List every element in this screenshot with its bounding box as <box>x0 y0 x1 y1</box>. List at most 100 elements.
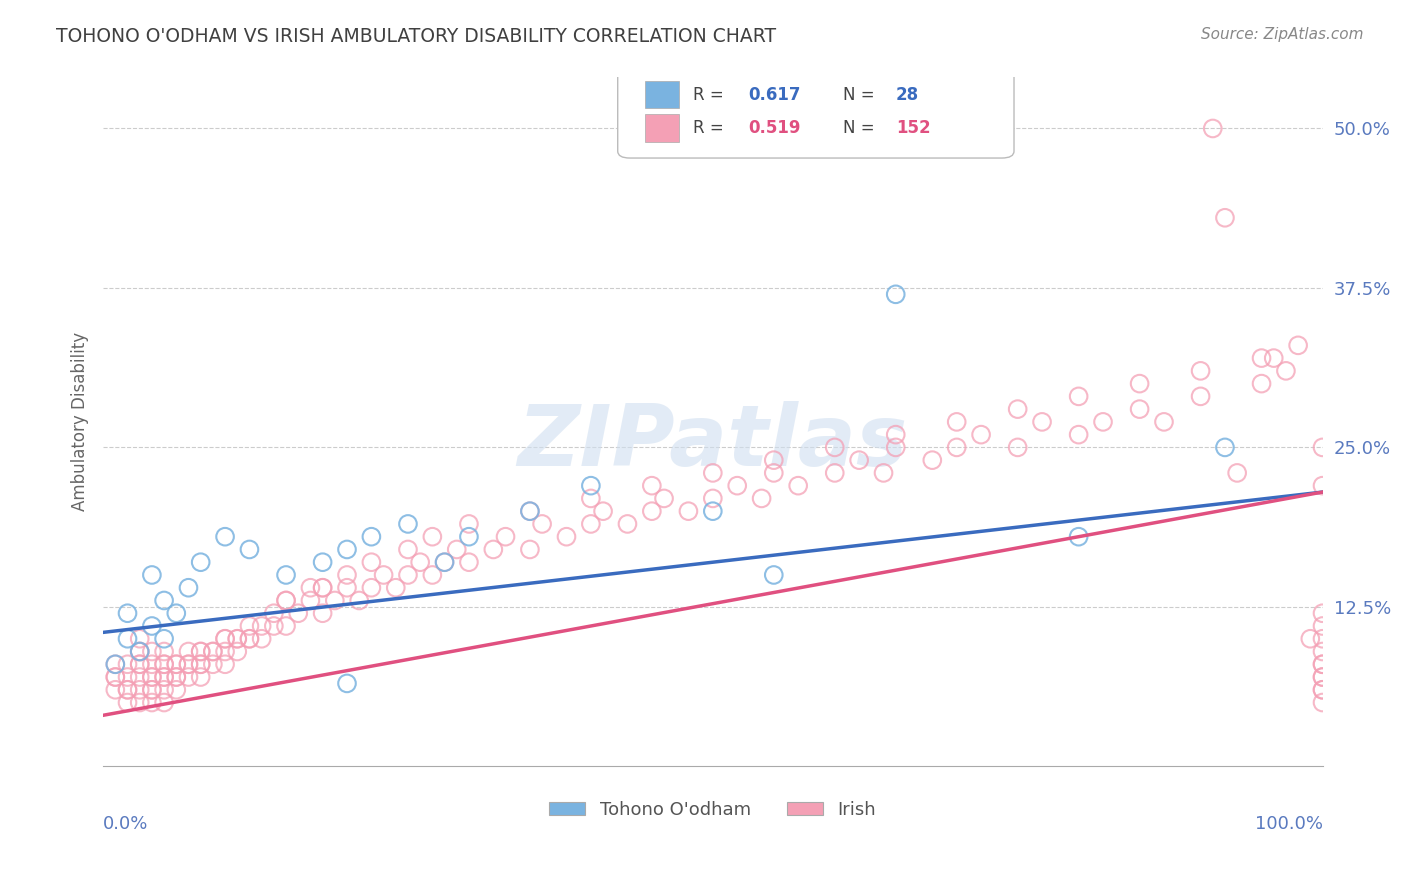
Text: Source: ZipAtlas.com: Source: ZipAtlas.com <box>1201 27 1364 42</box>
Point <box>884 287 907 301</box>
Point <box>214 530 236 544</box>
Point <box>323 593 346 607</box>
Point <box>1312 632 1334 646</box>
Point <box>128 696 150 710</box>
Point <box>1312 619 1334 633</box>
Point <box>214 657 236 672</box>
Point <box>1312 657 1334 672</box>
Point <box>190 644 212 658</box>
Point <box>153 593 176 607</box>
Point <box>725 478 748 492</box>
Point <box>1189 364 1212 378</box>
Point <box>422 568 444 582</box>
Point <box>141 670 163 684</box>
Point <box>1129 402 1152 417</box>
Text: N =: N = <box>844 119 880 136</box>
Point <box>117 606 139 620</box>
Point <box>177 657 200 672</box>
Point <box>117 632 139 646</box>
Text: R =: R = <box>693 86 730 103</box>
Point <box>190 657 212 672</box>
Point <box>336 676 359 690</box>
Point <box>433 555 456 569</box>
Point <box>1129 376 1152 391</box>
Point <box>652 491 675 506</box>
Point <box>579 516 602 531</box>
Point <box>1312 670 1334 684</box>
Point <box>104 682 127 697</box>
Point <box>762 453 785 467</box>
Point <box>141 568 163 582</box>
Point <box>360 581 382 595</box>
Text: 152: 152 <box>896 119 931 136</box>
Point <box>250 632 273 646</box>
Point <box>299 581 322 595</box>
Point <box>1312 441 1334 455</box>
Point <box>422 530 444 544</box>
Point <box>238 542 260 557</box>
Point <box>214 632 236 646</box>
Point <box>336 542 359 557</box>
Point <box>201 644 224 658</box>
Point <box>201 644 224 658</box>
Point <box>360 530 382 544</box>
FancyBboxPatch shape <box>644 81 679 109</box>
Text: ZIPatlas: ZIPatlas <box>517 401 908 484</box>
Point <box>1299 632 1322 646</box>
Point <box>165 606 187 620</box>
Point <box>555 530 578 544</box>
Point <box>884 441 907 455</box>
Point <box>446 542 468 557</box>
Point <box>702 466 724 480</box>
Point <box>848 453 870 467</box>
Point <box>311 606 333 620</box>
Point <box>360 555 382 569</box>
Point <box>104 670 127 684</box>
Point <box>678 504 700 518</box>
Point <box>177 657 200 672</box>
Point <box>1312 682 1334 697</box>
Point <box>702 504 724 518</box>
Point <box>263 606 285 620</box>
Point <box>141 696 163 710</box>
Point <box>1312 644 1334 658</box>
Point <box>226 644 249 658</box>
Point <box>336 581 359 595</box>
Point <box>409 555 432 569</box>
Point <box>311 555 333 569</box>
Point <box>274 619 297 633</box>
Point <box>263 619 285 633</box>
Point <box>1067 389 1090 403</box>
Point <box>519 504 541 518</box>
Point <box>190 657 212 672</box>
Point <box>482 542 505 557</box>
Text: TOHONO O'ODHAM VS IRISH AMBULATORY DISABILITY CORRELATION CHART: TOHONO O'ODHAM VS IRISH AMBULATORY DISAB… <box>56 27 776 45</box>
Point <box>1286 338 1309 352</box>
Point <box>1275 364 1298 378</box>
Point <box>641 478 664 492</box>
Point <box>1007 402 1029 417</box>
Point <box>226 632 249 646</box>
Point <box>1312 657 1334 672</box>
Point <box>1312 606 1334 620</box>
Point <box>1202 121 1225 136</box>
Point <box>117 670 139 684</box>
Point <box>153 696 176 710</box>
Point <box>190 644 212 658</box>
FancyBboxPatch shape <box>644 114 679 142</box>
Point <box>751 491 773 506</box>
Y-axis label: Ambulatory Disability: Ambulatory Disability <box>72 333 89 511</box>
Point <box>274 593 297 607</box>
Point <box>153 632 176 646</box>
Point <box>1250 351 1272 365</box>
Point <box>214 644 236 658</box>
Point <box>945 441 967 455</box>
Point <box>153 670 176 684</box>
Point <box>1263 351 1285 365</box>
Point <box>1067 427 1090 442</box>
Point <box>396 516 419 531</box>
Point <box>1250 376 1272 391</box>
Point <box>190 555 212 569</box>
Point <box>970 427 993 442</box>
Point <box>1312 478 1334 492</box>
